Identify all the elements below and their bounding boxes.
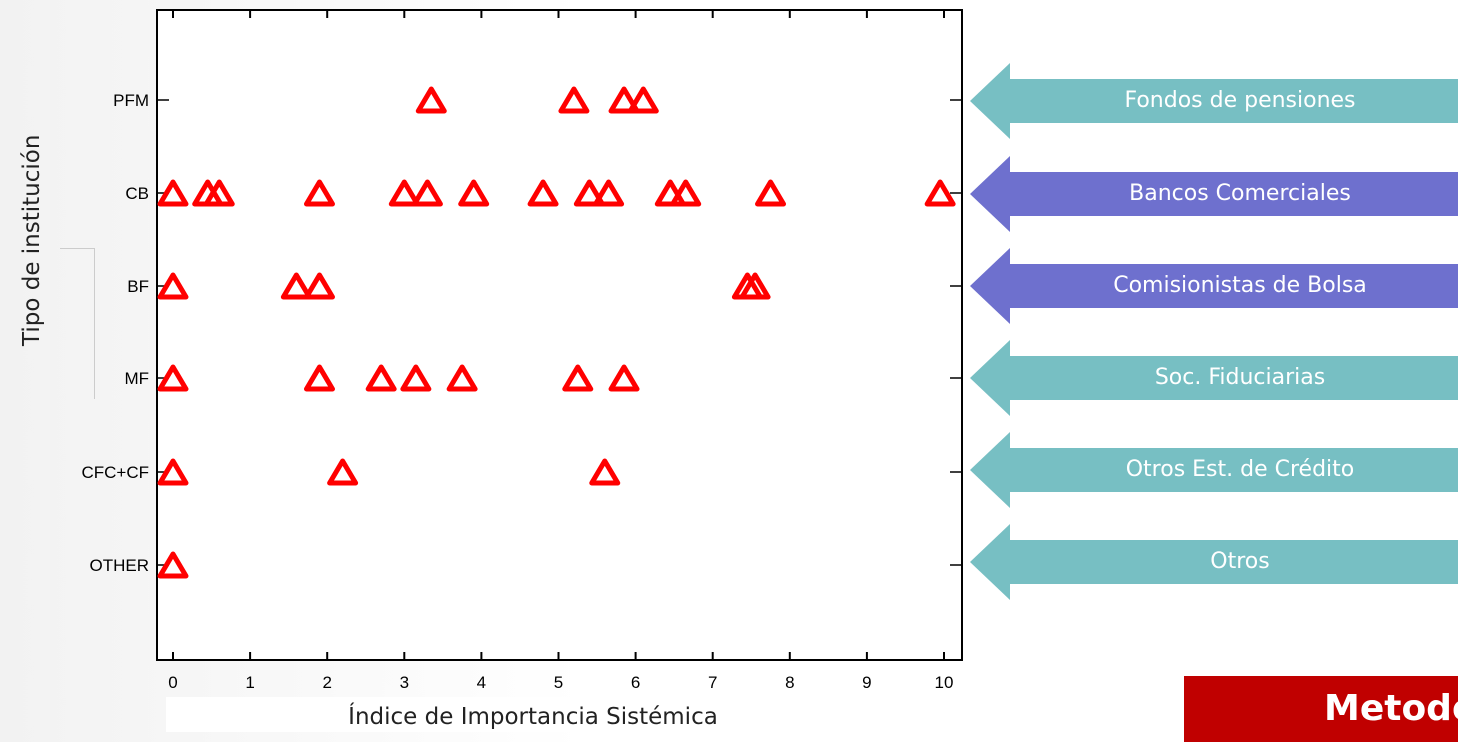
data-point-mf	[608, 364, 640, 392]
data-point-cb	[924, 179, 956, 207]
data-point-cb	[388, 179, 420, 207]
data-point-bf	[303, 272, 335, 300]
data-points	[157, 86, 956, 579]
x-tick-label: 4	[477, 673, 486, 692]
data-point-mf	[157, 364, 189, 392]
data-point-pfm	[608, 86, 640, 114]
data-point-mf	[562, 364, 594, 392]
data-point-pfm	[558, 86, 590, 114]
y-tick-label: MF	[124, 369, 149, 388]
axis-ticks: 0 1 2 3 4 5 6 7 8 9 10 PFM CB BF MF CFC+CF OTHER	[81, 10, 962, 692]
data-point-mf	[400, 364, 432, 392]
arrow-head-other	[970, 524, 1010, 600]
data-point-cfccf	[589, 458, 621, 486]
data-point-cb	[157, 179, 189, 207]
y-axis-label: Tipo de institución	[19, 134, 45, 346]
annotation-label-banks: Bancos Comerciales	[1010, 172, 1458, 216]
x-tick-label: 9	[862, 673, 871, 692]
arrow-head-credit	[970, 432, 1010, 508]
x-tick-label: 8	[785, 673, 794, 692]
x-tick-label: 7	[708, 673, 717, 692]
annotation-label-pension: Fondos de pensiones	[1010, 79, 1458, 123]
x-axis-label: Índice de Importancia Sistémica	[166, 697, 900, 732]
arrow-head-pension	[970, 63, 1010, 139]
x-tick-label: 1	[245, 673, 254, 692]
data-point-cb	[203, 179, 235, 207]
data-point-cfccf	[327, 458, 359, 486]
annotation-arrow-brokers: Comisionistas de Bolsa	[970, 248, 1458, 324]
x-tick-label: 5	[554, 673, 563, 692]
data-point-mf	[446, 364, 478, 392]
data-point-pfm	[415, 86, 447, 114]
annotation-label-brokers: Comisionistas de Bolsa	[1010, 264, 1458, 308]
arrow-head-banks	[970, 156, 1010, 232]
annotation-label-other: Otros	[1010, 540, 1458, 584]
x-tick-label: 6	[631, 673, 640, 692]
y-tick-label: PFM	[113, 91, 149, 110]
annotation-arrow-banks: Bancos Comerciales	[970, 156, 1458, 232]
arrow-head-trusts	[970, 340, 1010, 416]
x-tick-label: 2	[322, 673, 331, 692]
data-point-mf	[303, 364, 335, 392]
data-point-cb	[670, 179, 702, 207]
x-tick-label: 3	[400, 673, 409, 692]
annotation-arrow-other: Otros	[970, 524, 1458, 600]
annotation-label-credit: Otros Est. de Crédito	[1010, 448, 1458, 492]
arrow-head-brokers	[970, 248, 1010, 324]
data-point-mf	[365, 364, 397, 392]
data-point-cb	[755, 179, 787, 207]
annotation-label-trusts: Soc. Fiduciarias	[1010, 356, 1458, 400]
y-tick-label: BF	[127, 277, 149, 296]
data-point-cb	[593, 179, 625, 207]
data-point-other	[157, 551, 189, 579]
annotation-arrow-credit: Otros Est. de Crédito	[970, 432, 1458, 508]
data-point-cfccf	[157, 458, 189, 486]
data-point-bf	[739, 272, 771, 300]
data-point-cb	[527, 179, 559, 207]
annotation-arrow-pension: Fondos de pensiones	[970, 63, 1458, 139]
data-point-cb	[458, 179, 490, 207]
data-point-bf	[157, 272, 189, 300]
data-point-cb	[411, 179, 443, 207]
data-point-cb	[573, 179, 605, 207]
plot-frame	[156, 9, 963, 661]
category-bracket	[60, 248, 95, 399]
y-tick-label: CFC+CF	[81, 463, 149, 482]
section-banner: Metodo	[1184, 676, 1458, 742]
x-tick-label: 0	[168, 673, 177, 692]
data-point-bf	[280, 272, 312, 300]
data-point-pfm	[627, 86, 659, 114]
data-point-cb	[303, 179, 335, 207]
x-tick-label: 10	[935, 673, 954, 692]
y-tick-label: OTHER	[90, 556, 150, 575]
y-tick-label: CB	[125, 184, 149, 203]
annotation-arrow-trusts: Soc. Fiduciarias	[970, 340, 1458, 416]
